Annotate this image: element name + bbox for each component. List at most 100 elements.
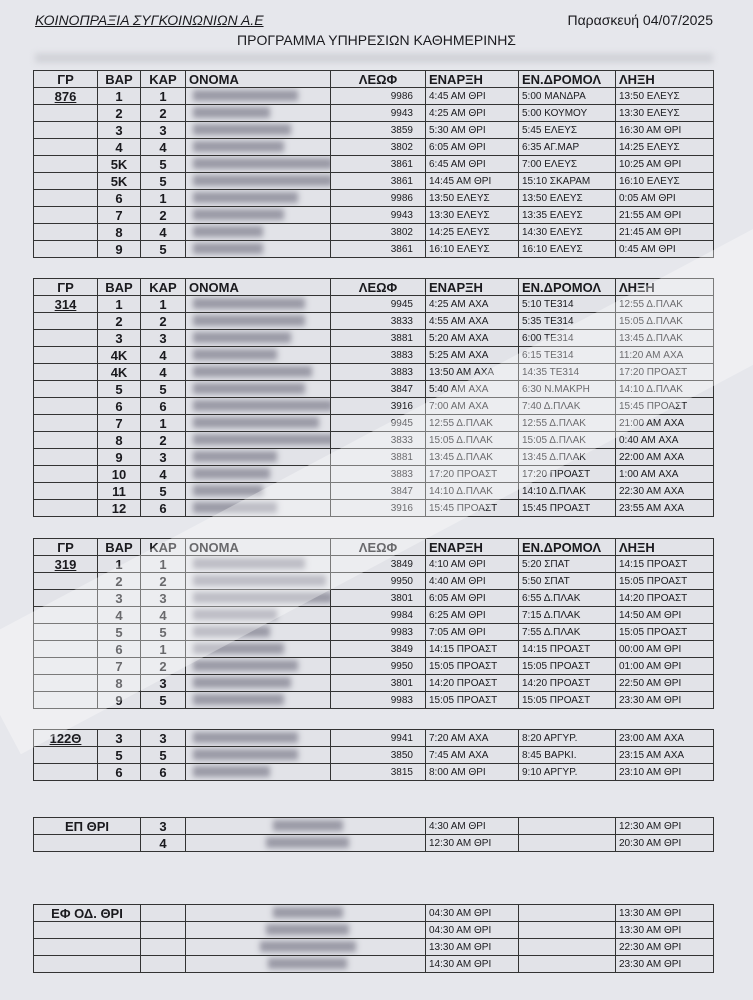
end-time: 15:05 ΠΡΟΑΣΤ [615, 572, 714, 590]
table-row: 9 5 9983 15:05 ΠΡΟΑΣΤ 15:05 ΠΡΟΑΣΤ 23:30 AM Θ… [33, 691, 714, 709]
first-route [518, 921, 616, 939]
reserve-table: ΕΠ ΘΡΙ 3 4:30 AM ΘΡΙ 12:30 AM ΘΡΙ 4 12:30 AM … [33, 817, 714, 852]
bus-number: 3847 [330, 380, 426, 398]
bus-number: 3881 [330, 448, 426, 466]
table-row: 8 3 3801 14:20 ΠΡΟΑΣΤ 14:20 ΠΡΟΑΣΤ 22:50 AM Θ… [33, 674, 714, 692]
shift-number: 3 [97, 329, 141, 347]
card-number: 1 [140, 87, 186, 105]
table-row: 122Θ 3 3 9941 7:20 AM ΑΧΑ 8:20 ΑΡΓΥΡ. 23:00 AM… [33, 729, 714, 747]
driver-name [185, 397, 331, 415]
reserve-code [33, 834, 141, 852]
shift-number: 8 [97, 223, 141, 241]
bus-number: 9941 [330, 729, 426, 747]
shift-number: 1 [97, 555, 141, 573]
card-number: 2 [140, 431, 186, 449]
table-row: 5 5 3847 5:40 AM ΑΧΑ 6:30 Ν.ΜΑΚΡΗ 14:10 Δ.ΠΛΑ… [33, 380, 714, 398]
table-row: 4 4 3802 6:05 AM ΘΡΙ 6:35 ΑΓ.ΜΑΡ 14:25 ΕΛΕΥΣ [33, 138, 714, 156]
table-row: 6 6 3916 7:00 AM ΑΧΑ 7:40 Δ.ΠΛΑΚ 15:45 ΠΡΟΑΣΤ [33, 397, 714, 415]
redacted-name [268, 958, 347, 970]
table-row: 4Κ 4 3883 5:25 AM ΑΧΑ 6:15 ΤΕ314 11:20 AM ΑΧΑ [33, 346, 714, 364]
driver-name [185, 674, 331, 692]
redacted-name [193, 192, 298, 204]
bus-number: 9986 [330, 87, 426, 105]
shift-number: 3 [97, 121, 141, 139]
shift-number: 5 [97, 746, 141, 764]
redacted-name [193, 243, 263, 255]
bus-number: 3916 [330, 499, 426, 517]
driver-name [185, 640, 331, 658]
column-header: ΓΡ [33, 278, 98, 296]
driver-name [185, 465, 331, 483]
driver-name [185, 223, 331, 241]
header-row: ΓΡ ΒΑΡ ΚΑΡ ΟΝΟΜΑ ΛΕΩΦ ΕΝΑΡΞΗ ΕΝ.ΔΡΟΜΟΛ ΛΗΞΗ [33, 70, 714, 88]
card-number [140, 921, 186, 939]
table-row: 8 4 3802 14:25 ΕΛΕΥΣ 14:30 ΕΛΕΥΣ 21:45 AM ΘΡΙ [33, 223, 714, 241]
start-time: 7:45 AM ΑΧΑ [425, 746, 519, 764]
card-number: 1 [140, 295, 186, 313]
redacted-name [193, 417, 319, 429]
group-code [33, 623, 98, 641]
start-time: 12:55 Δ.ΠΛΑΚ [425, 414, 519, 432]
driver-name [185, 380, 331, 398]
end-time: 15:45 ΠΡΟΑΣΤ [615, 397, 714, 415]
shift-number: 6 [97, 397, 141, 415]
driver-name [185, 312, 331, 330]
first-route: 6:15 ΤΕ314 [518, 346, 616, 364]
driver-name [185, 104, 331, 122]
driver-name [185, 817, 426, 835]
group-code [33, 206, 98, 224]
card-number: 6 [140, 763, 186, 781]
bus-number: 3859 [330, 121, 426, 139]
shift-number: 4Κ [97, 346, 141, 364]
card-number: 5 [140, 482, 186, 500]
table-row: 4 12:30 AM ΘΡΙ 20:30 AM ΘΡΙ [33, 834, 714, 852]
start-time: 4:25 AM ΑΧΑ [425, 295, 519, 313]
shift-number: 2 [97, 312, 141, 330]
end-time: 0:05 AM ΘΡΙ [615, 189, 714, 207]
start-time: 13:30 AM ΘΡΙ [425, 938, 519, 956]
driver-name [185, 431, 331, 449]
first-route: 5:35 ΤΕ314 [518, 312, 616, 330]
redacted-name [193, 434, 330, 446]
redacted-name [259, 941, 356, 953]
start-time: 7:05 AM ΘΡΙ [425, 623, 519, 641]
start-time: 13:30 ΕΛΕΥΣ [425, 206, 519, 224]
card-number [140, 904, 186, 922]
first-route [518, 817, 616, 835]
end-time: 15:05 Δ.ΠΛΑΚ [615, 312, 714, 330]
end-time: 22:30 AM ΘΡΙ [615, 938, 714, 956]
shift-number: 9 [97, 240, 141, 258]
driver-name [185, 499, 331, 517]
table-row: 5 5 9983 7:05 AM ΘΡΙ 7:55 Δ.ΠΛΑΚ 15:05 ΠΡΟΑΣΤ [33, 623, 714, 641]
shift-number: 10 [97, 465, 141, 483]
redacted-name [193, 575, 326, 587]
redacted-name [193, 609, 277, 621]
start-time: 12:30 AM ΘΡΙ [425, 834, 519, 852]
driver-name [185, 448, 331, 466]
redacted-name [193, 468, 270, 480]
redacted-name [266, 924, 349, 936]
first-route: 5:00 ΜΑΝΔΡΑ [518, 87, 616, 105]
card-number [140, 955, 186, 973]
card-number: 2 [140, 572, 186, 590]
driver-name [185, 482, 331, 500]
redacted-name [193, 643, 284, 655]
column-header: ΛΕΩΦ [330, 278, 426, 296]
start-time: 15:05 ΠΡΟΑΣΤ [425, 691, 519, 709]
group-code [33, 448, 98, 466]
start-time: 04:30 AM ΘΡΙ [425, 904, 519, 922]
shift-number: 2 [97, 572, 141, 590]
bus-number: 9984 [330, 606, 426, 624]
column-header: ΕΝ.ΔΡΟΜΟΛ [518, 70, 616, 88]
group-code [33, 223, 98, 241]
start-time: 4:45 AM ΘΡΙ [425, 87, 519, 105]
card-number: 1 [140, 414, 186, 432]
bus-number: 9943 [330, 206, 426, 224]
end-time: 13:30 ΕΛΕΥΣ [615, 104, 714, 122]
first-route: 6:55 Δ.ΠΛΑΚ [518, 589, 616, 607]
column-header: ΟΝΟΜΑ [185, 538, 331, 556]
shift-number: 6 [97, 763, 141, 781]
start-time: 6:05 AM ΘΡΙ [425, 138, 519, 156]
shift-number: 3 [97, 729, 141, 747]
card-number: 5 [140, 691, 186, 709]
